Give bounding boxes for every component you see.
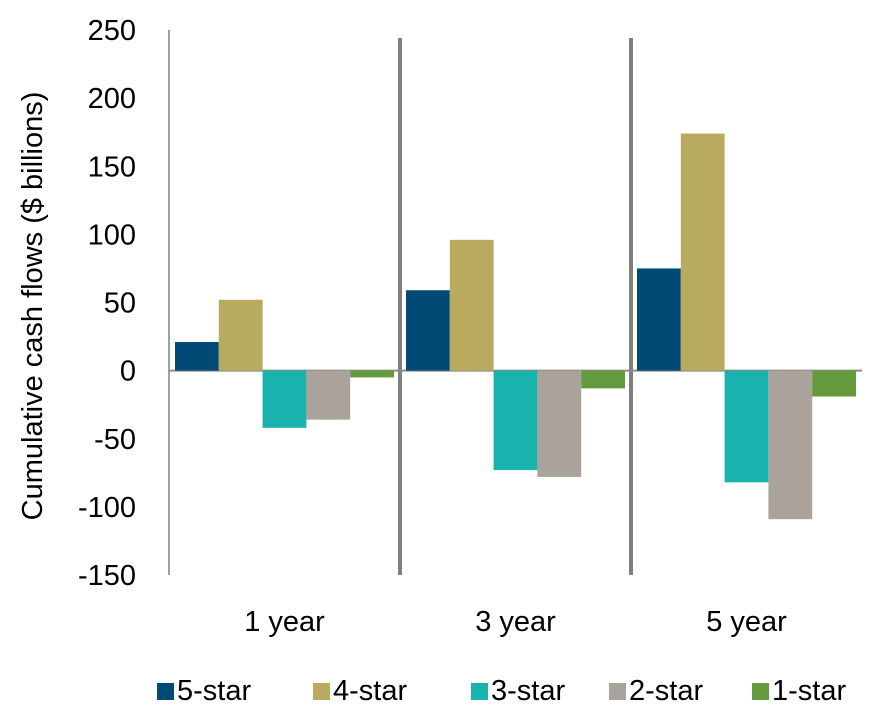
legend-label: 1-star: [772, 675, 846, 707]
bar-3-star-1-year: [262, 370, 307, 428]
axes: [168, 30, 862, 575]
y-axis-tick-labels: 250 200 150 100 50 0 -50 -100 -150: [78, 15, 136, 592]
bar-5-star-3-year: [406, 290, 450, 371]
x-axis-category-labels: 1 year 3 year 5 year: [244, 606, 787, 638]
bar-1-star-1-year: [350, 370, 394, 378]
legend-swatch: [313, 683, 330, 700]
y-tick-label: -100: [78, 492, 136, 524]
legend-label: 3-star: [491, 675, 565, 707]
category-label: 1 year: [244, 606, 325, 638]
bar-1-star-3-year: [581, 370, 625, 389]
bar-2-star-1-year: [306, 370, 351, 420]
bar-2-star-3-year: [537, 370, 582, 477]
bar-3-star-3-year: [493, 370, 538, 471]
legend: 5-star 4-star 3-star 2-star 1-star: [157, 675, 846, 707]
y-tick-label: -150: [78, 560, 136, 592]
legend-swatch: [609, 683, 626, 700]
legend-swatch: [157, 683, 174, 700]
legend-label: 5-star: [177, 675, 251, 707]
y-tick-label: 150: [88, 151, 136, 183]
category-label: 3 year: [475, 606, 556, 638]
y-tick-label: 50: [104, 288, 136, 320]
y-tick-label: -50: [94, 424, 136, 456]
bar-5-star-5-year: [637, 268, 681, 371]
bar-4-star-1-year: [218, 299, 263, 371]
bar-4-star-3-year: [449, 239, 494, 371]
legend-label: 2-star: [629, 675, 703, 707]
bar-1-star-5-year: [812, 370, 856, 397]
legend-label: 4-star: [333, 675, 407, 707]
bars: [175, 133, 856, 520]
y-tick-label: 250: [88, 15, 136, 47]
bar-5-star-1-year: [175, 342, 219, 371]
category-label: 5 year: [706, 606, 787, 638]
y-axis-label: Cumulative cash flows ($ billions): [17, 92, 49, 521]
y-tick-label: 100: [88, 219, 136, 251]
legend-swatch: [752, 683, 769, 700]
y-tick-label: 200: [88, 83, 136, 115]
legend-swatch: [471, 683, 488, 700]
bar-3-star-5-year: [724, 370, 769, 483]
bar-4-star-5-year: [680, 133, 725, 371]
bar-2-star-5-year: [768, 370, 813, 520]
y-tick-label: 0: [120, 356, 136, 388]
